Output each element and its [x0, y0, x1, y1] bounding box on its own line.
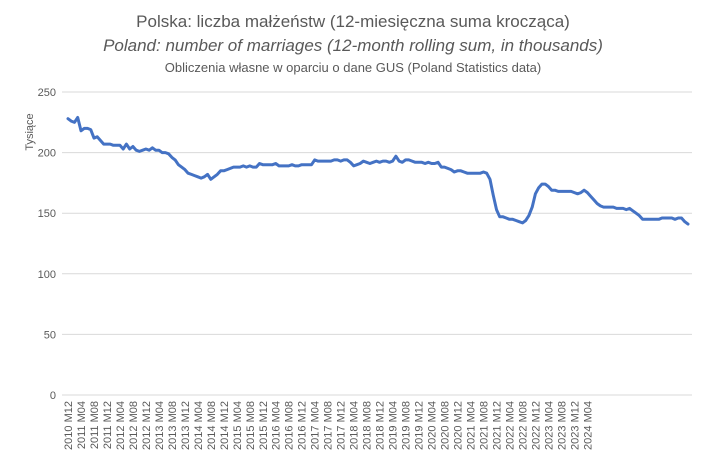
x-tick-label: 2011 M04	[76, 401, 88, 449]
x-tick-label: 2012 M08	[128, 401, 140, 450]
x-tick-label: 2020 M12	[453, 401, 465, 450]
y-tick-labels: 0 50 100 150 200 250	[38, 87, 56, 402]
x-tick-label: 2023 M12	[569, 401, 581, 450]
x-tick-label: 2018 M04	[349, 401, 361, 450]
y-tick-label: 150	[38, 208, 56, 220]
x-tick-label: 2022 M04	[505, 401, 517, 450]
x-tick-label: 2019 M12	[414, 401, 426, 450]
x-tick-label: 2012 M12	[141, 401, 153, 450]
x-tick-label: 2024 M04	[582, 401, 594, 450]
series-group	[66, 116, 690, 226]
x-tick-label: 2016 M08	[284, 401, 296, 450]
x-tick-label: 2013 M04	[154, 401, 166, 450]
x-tick-label: 2015 M08	[245, 401, 257, 450]
x-tick-label: 2016 M12	[297, 401, 309, 450]
x-tick-label: 2014 M08	[206, 401, 218, 450]
x-tick-label: 2018 M08	[362, 401, 374, 450]
x-tick-label: 2016 M04	[271, 401, 283, 450]
x-tick-label: 2022 M08	[518, 401, 530, 450]
x-tick-label: 2023 M04	[543, 401, 555, 450]
chart-title: Polska: liczba małżeństw (12-miesięczna …	[136, 12, 570, 31]
x-tick-labels: 2010 M12 2011 M04 2011 M08 2011 M12 2012 M04…	[63, 401, 594, 450]
x-tick-label: 2019 M04	[388, 401, 400, 450]
y-tick-label: 250	[38, 87, 56, 99]
y-tick-label: 200	[38, 148, 56, 160]
series-line-marriages	[66, 116, 690, 226]
x-tick-label: 2019 M08	[401, 401, 413, 450]
x-tick-label: 2021 M12	[492, 401, 504, 450]
x-tick-label: 2020 M04	[427, 401, 439, 450]
x-tick-label: 2021 M04	[466, 401, 478, 450]
x-tick-label: 2022 M12	[530, 401, 542, 450]
x-tick-label: 2017 M12	[336, 401, 348, 450]
x-tick-label: 2012 M04	[115, 401, 127, 450]
y-tick-label: 0	[50, 390, 56, 402]
x-tick-label: 2013 M12	[180, 401, 192, 450]
chart-subtitle: Poland: number of marriages (12-month ro…	[103, 36, 603, 55]
x-tick-label: 2021 M08	[479, 401, 491, 450]
chart-source-note: Obliczenia własne w oparciu o dane GUS (…	[165, 60, 541, 75]
y-tick-label: 100	[38, 269, 56, 281]
y-axis-label: Tysiące	[24, 113, 36, 150]
x-tick-label: 2020 M08	[440, 401, 452, 450]
x-tick-label: 2015 M04	[232, 401, 244, 450]
x-tick-label: 2011 M08	[89, 401, 101, 449]
x-tick-label: 2023 M08	[556, 401, 568, 450]
x-tick-label: 2017 M08	[323, 401, 335, 450]
x-tick-label: 2013 M08	[167, 401, 179, 450]
x-tick-label: 2017 M04	[310, 401, 322, 450]
x-tick-label: 2011 M12	[102, 401, 114, 449]
x-tick-label: 2015 M12	[258, 401, 270, 450]
x-tick-label: 2014 M12	[219, 401, 231, 450]
x-tick-label: 2010 M12	[63, 401, 75, 450]
x-tick-label: 2014 M04	[193, 401, 205, 450]
y-tick-label: 50	[44, 329, 56, 341]
x-tick-label: 2018 M12	[375, 401, 387, 450]
